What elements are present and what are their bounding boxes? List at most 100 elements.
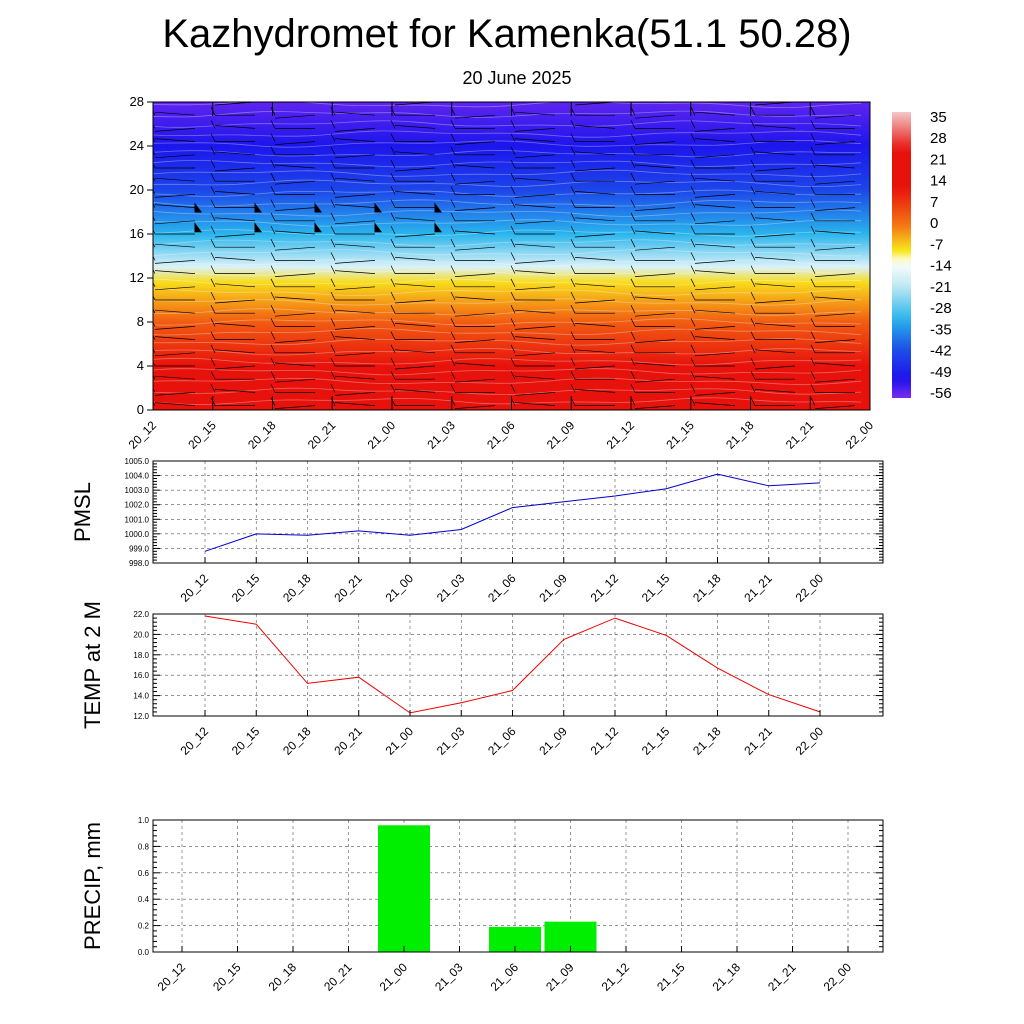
wind-barb-flag [153,110,156,116]
wind-barb-flag [153,150,156,155]
contour-line [153,318,862,326]
wind-barb-shaft [334,375,376,380]
wind-barb-flag [450,186,456,195]
wind-barb-shaft [274,164,316,169]
wind-barb-flag [153,268,156,274]
colorbar-label: 21 [930,151,947,168]
wind-barb-shaft [394,349,436,354]
wind-barb-flag [510,120,516,129]
wind-barb-shaft [574,151,616,156]
wind-barb-shaft [814,405,856,409]
wind-barb-flag [330,384,336,393]
x-tick-label: 20_15 [229,724,263,758]
wind-barb-shaft [514,243,556,248]
wind-barb-shaft [274,378,316,383]
x-tick-label: 21_03 [424,418,458,452]
wind-barb-flag [334,102,335,103]
wind-barb-flag [570,291,576,301]
wind-barb-flag [210,239,216,248]
wind-barb-shaft [514,220,556,225]
wind-barb-flag [510,318,516,327]
y-tick-label: 20 [130,182,144,197]
y-tick-label: 14.0 [133,692,149,701]
wind-barb-flag [810,344,816,353]
wind-barb-flag [450,225,456,235]
wind-barb-flag [810,225,816,235]
colorbar: 35 28 21 14 7 0 -7 -14 -21 -28 -35 -42 -49 -56 [892,109,952,402]
wind-barb-flag [210,344,216,353]
wind-barb-shaft [634,378,676,383]
wind-barb-shaft [154,111,196,116]
wind-barb-flag [390,186,396,195]
contour-line [153,189,861,197]
wind-barb-shaft [334,352,376,357]
wind-barb-shaft [334,154,376,159]
contour-line [153,387,862,396]
wind-barb-shaft [274,405,316,409]
wind-barb-shaft [154,204,196,208]
wind-barb-flag [810,252,816,261]
wind-barb-flag [510,357,516,367]
wind-barb-flag [570,278,576,287]
wind-barb-flag [270,186,276,195]
x-tick-label: 22_00 [793,571,827,605]
wind-barb-shaft [754,217,796,222]
wind-barb-flag [390,331,396,340]
wind-barb-shaft [154,177,196,182]
wind-barb-flag [570,146,576,155]
wind-barb-flag [510,278,516,287]
x-tick-label: 22_00 [843,418,877,452]
wind-barb-flag [750,252,756,261]
wind-barb-shaft [394,191,436,195]
x-tick-label: 20_21 [331,571,365,605]
wind-barb-shaft [454,141,496,145]
wind-barb-flag [690,146,696,155]
wind-barb-shaft [634,230,676,235]
wind-barb-flag [690,159,696,169]
wind-barb-flag [210,120,216,129]
wind-barb-flag [330,120,336,129]
wind-barb-flag [390,265,396,274]
contour-line [153,348,862,356]
wind-barb-flag [153,176,156,182]
wind-barb-flag [153,282,156,287]
wind-barb-flag [153,255,156,261]
x-tick-label: 22_00 [793,724,827,758]
wind-barb-flag [510,186,516,195]
wind-barb-flag [810,291,816,301]
wind-barb-shaft [274,246,316,251]
wind-barb-shaft [634,164,676,169]
x-tick-label: 21_21 [741,571,775,605]
wind-barb-flag [450,291,456,301]
wind-barb-flag [510,199,516,208]
wind-barb-flag [630,252,636,261]
wind-barb-flag [270,199,276,208]
wind-barb-shaft [514,392,556,396]
wind-barb-flag [750,159,756,169]
wind-barb-shaft [334,270,376,274]
wind-barb-flag [810,371,816,380]
wind-barb-shaft [334,220,376,225]
wind-barb-flag [330,371,336,380]
wind-barb-flag [390,278,396,287]
wind-barb-flag [270,239,276,248]
wind-barb-shaft [754,365,796,370]
wind-barb-flag [270,331,276,340]
wind-barb-shaft [694,204,736,208]
wind-barb-shaft [214,191,256,195]
colorbar-label: 0 [930,215,938,232]
wind-barb-shaft [394,233,436,238]
wind-barb-shaft [574,283,616,288]
y-tick-label: 1003.0 [125,486,150,495]
x-tick-label: 21_18 [690,571,724,605]
wind-barb-shaft [214,365,256,370]
y-axis-label: PMSL [70,482,95,542]
wind-barb-shaft [334,194,376,198]
x-tick-label: 21_00 [383,571,417,605]
wind-barb-shaft [514,194,556,198]
wind-barb-flag [330,225,336,235]
wind-barb-flag [330,146,336,155]
wind-barb-shaft [334,326,376,330]
wind-barb-flag [153,321,156,327]
wind-barb-shaft [454,312,496,317]
